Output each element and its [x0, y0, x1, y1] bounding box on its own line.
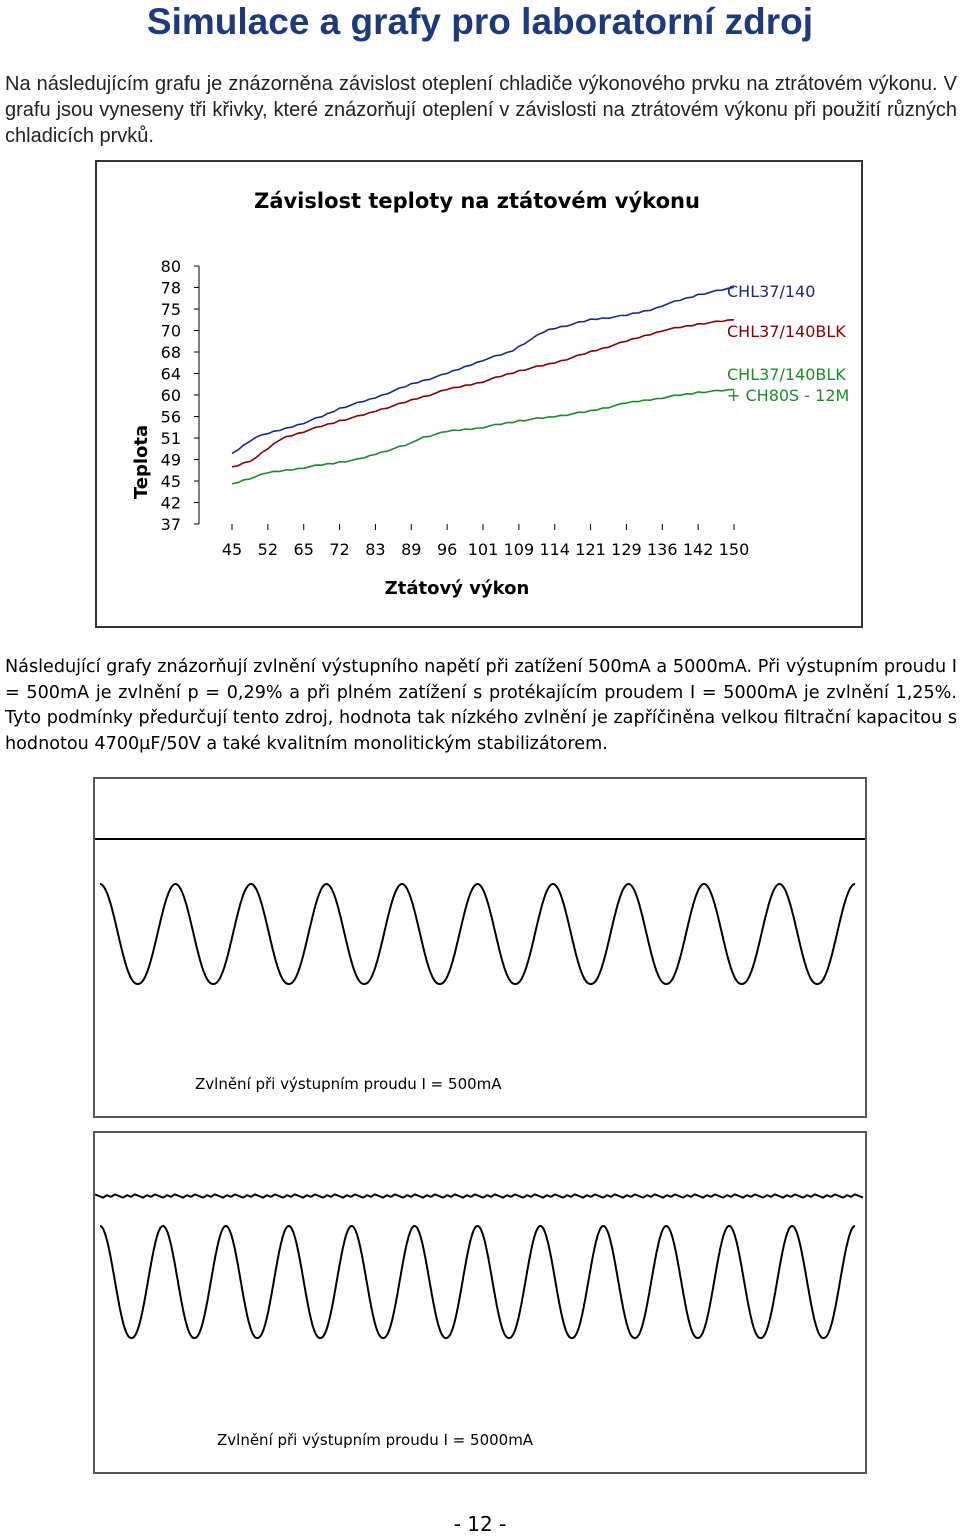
chart-title: Závislost teploty na ztátovém výkonu [254, 189, 700, 213]
page-number: - 12 - [453, 1512, 507, 1536]
y-tick-label: 70 [161, 322, 181, 341]
y-tick-label: 75 [161, 300, 181, 319]
x-tick-label: 45 [222, 540, 242, 559]
y-tick-label: 78 [161, 279, 181, 298]
y-tick-label: 60 [161, 386, 181, 405]
y-tick-label: 49 [161, 451, 181, 470]
ripple-500ma-svg: Zvlnění při výstupním proudu I = 500mA [95, 838, 865, 1093]
x-tick-label: 101 [468, 540, 499, 559]
ripple-500ma-oscillogram: Zvlnění při výstupním proudu I = 500mA [93, 777, 867, 1118]
y-tick-label: 56 [161, 408, 181, 427]
temperature-chart-svg: Závislost teploty na ztátovém výkonu Tep… [131, 189, 849, 599]
y-tick-label: 80 [161, 257, 181, 276]
chart-legend: CHL37/140 CHL37/140BLK CHL37/140BLK + CH80S… [727, 282, 849, 405]
reference-line [95, 1193, 864, 1199]
x-tick-label: 52 [258, 540, 278, 559]
legend-entry-3: CHL37/140BLK [727, 365, 846, 384]
series-line-2 [231, 319, 735, 468]
ripple-5000ma-oscillogram: Zvlnění při výstupním proudu I = 5000mA [93, 1131, 867, 1474]
chart-axes: 80 78 75 70 68 64 60 56 51 49 45 42 37 45 52 65 72 83 89 96… [161, 257, 750, 559]
ripple-waveform [100, 883, 855, 985]
y-tick-label: 51 [161, 429, 181, 448]
oscillogram-caption: Zvlnění při výstupním proudu I = 5000mA [217, 1431, 534, 1449]
series-line-3 [231, 388, 735, 485]
y-tick-label: 64 [161, 365, 181, 384]
x-tick-label: 142 [683, 540, 714, 559]
x-tick-label: 96 [437, 540, 457, 559]
y-tick-label: 45 [161, 472, 181, 491]
y-axis-label: Teplota [131, 425, 152, 499]
x-tick-label: 72 [329, 540, 349, 559]
x-tick-label: 83 [365, 540, 385, 559]
legend-entry-1: CHL37/140 [727, 282, 815, 301]
x-tick-label: 109 [504, 540, 535, 559]
ripple-paragraph: Následující grafy znázorňují zvlnění výs… [5, 657, 957, 754]
y-tick-label: 42 [161, 494, 181, 513]
chart-series [231, 286, 735, 485]
oscillogram-caption: Zvlnění při výstupním proudu I = 500mA [195, 1075, 502, 1093]
ripple-5000ma-svg: Zvlnění při výstupním proudu I = 5000mA [95, 1193, 864, 1449]
legend-entry-3: + CH80S - 12M [727, 386, 849, 405]
x-tick-label: 65 [294, 540, 314, 559]
x-tick-label: 150 [719, 540, 750, 559]
x-tick-label: 129 [611, 540, 642, 559]
ripple-waveform [99, 1224, 856, 1339]
legend-entry-2: CHL37/140BLK [727, 322, 846, 341]
temperature-chart: Závislost teploty na ztátovém výkonu Tep… [95, 160, 863, 628]
x-tick-label: 136 [647, 540, 678, 559]
x-axis-label: Ztátový výkon [385, 578, 530, 599]
series-line-1 [231, 286, 735, 455]
y-tick-label: 37 [161, 515, 181, 534]
x-tick-label: 89 [401, 540, 421, 559]
x-tick-label: 121 [575, 540, 606, 559]
y-tick-label: 68 [161, 343, 181, 362]
intro-paragraph: Na následujícím grafu je znázorněna závi… [5, 73, 957, 147]
x-tick-label: 114 [539, 540, 570, 559]
page-title: Simulace a grafy pro laboratorní zdroj [146, 1, 814, 42]
